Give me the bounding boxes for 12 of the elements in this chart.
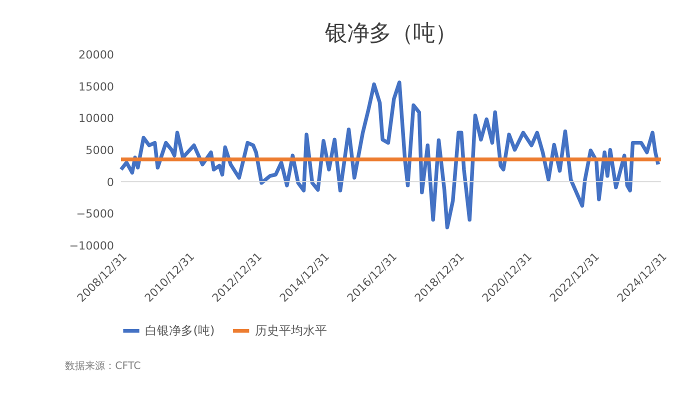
y-tick-label: 15000 xyxy=(78,80,114,94)
y-tick-label: −10000 xyxy=(69,239,114,252)
y-tick-label: 0 xyxy=(106,176,114,189)
y-tick-label: 20000 xyxy=(78,48,114,62)
y-tick-label: 10000 xyxy=(78,112,114,126)
chart-title: 银净多（吨） xyxy=(324,20,457,46)
line-series xyxy=(119,80,660,230)
legend-label: 历史平均水平 xyxy=(255,324,328,338)
legend-label: 白银净多(吨) xyxy=(145,324,215,338)
y-tick-label: −5000 xyxy=(76,208,114,221)
source-note: 数据来源：CFTC xyxy=(65,360,141,372)
y-tick-label: 5000 xyxy=(86,144,114,158)
